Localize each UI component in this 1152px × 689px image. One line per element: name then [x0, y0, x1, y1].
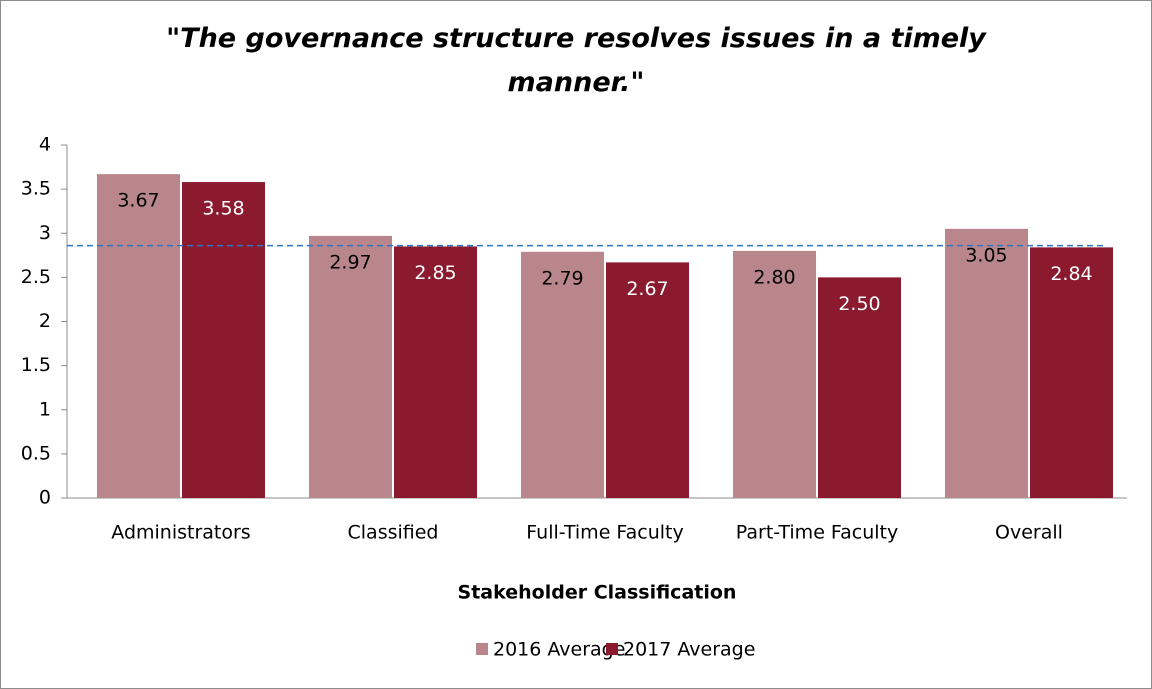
data-label: 2.50 — [838, 293, 880, 315]
data-label: 2.97 — [329, 251, 371, 273]
y-tick-label: 4 — [39, 134, 51, 156]
y-tick-label: 0.5 — [21, 442, 51, 464]
data-label: 3.58 — [202, 198, 244, 220]
y-tick-label: 1 — [39, 398, 51, 420]
legend-swatch — [606, 643, 618, 655]
y-tick-label: 3 — [39, 222, 51, 244]
bar — [733, 250, 816, 498]
bar — [394, 246, 477, 498]
bar — [818, 277, 901, 498]
data-label: 3.05 — [965, 244, 1007, 266]
data-label: 2.85 — [414, 262, 456, 284]
data-label: 2.67 — [626, 278, 668, 300]
x-axis-label: Stakeholder Classification — [458, 582, 737, 604]
chart-title: "The governance structure resolves issue… — [166, 23, 986, 98]
bar — [1030, 247, 1113, 498]
y-tick-label: 3.5 — [21, 178, 51, 200]
bar — [606, 262, 689, 498]
y-tick-label: 2 — [39, 310, 51, 332]
x-tick-label: Classified — [348, 522, 439, 544]
data-label: 2.80 — [753, 266, 795, 288]
y-tick-label: 2.5 — [21, 266, 51, 288]
y-tick-label: 1.5 — [21, 354, 51, 376]
data-label: 3.67 — [117, 190, 159, 212]
x-tick-label: Full-Time Faculty — [526, 522, 683, 544]
bar — [521, 251, 604, 498]
legend-label: 2016 Average — [493, 639, 625, 661]
bar — [945, 228, 1028, 498]
legend-label: 2017 Average — [623, 639, 755, 661]
x-tick-label: Administrators — [111, 522, 250, 544]
x-tick-label: Overall — [995, 522, 1063, 544]
bar — [182, 182, 265, 498]
bar — [309, 235, 392, 498]
x-tick-label: Part-Time Faculty — [736, 522, 898, 544]
y-tick-label: 0 — [39, 487, 51, 509]
data-label: 2.79 — [541, 267, 583, 289]
legend-swatch — [476, 643, 488, 655]
bar — [97, 174, 180, 498]
data-label: 2.84 — [1050, 263, 1092, 285]
